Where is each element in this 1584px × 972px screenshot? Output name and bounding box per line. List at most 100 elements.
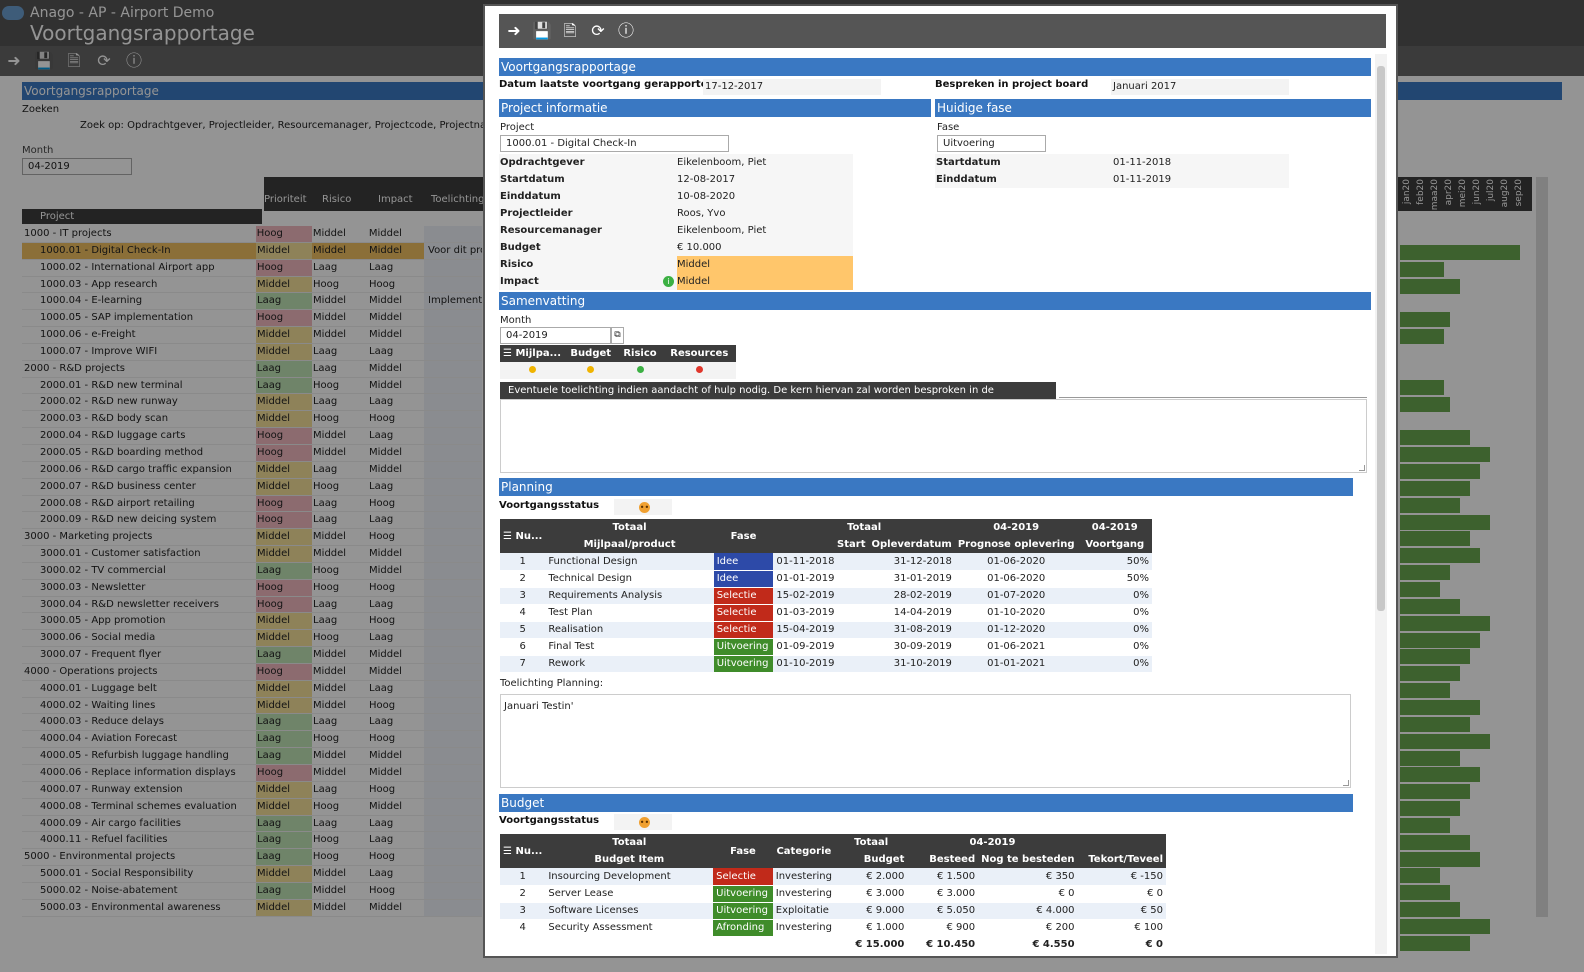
table-row[interactable]: 4 Security Assessment Afronding Invester…: [500, 919, 1166, 937]
help-icon[interactable]: ⓘ: [617, 21, 634, 40]
table-row[interactable]: 4000.11 - Refuel facilities Laag Hoog La…: [22, 832, 483, 850]
table-row[interactable]: 1000.06 - e-Freight Middel Middel Middel: [22, 327, 483, 344]
budget-head-budget[interactable]: Budget: [834, 851, 908, 868]
table-row[interactable]: 3000.05 - App promotion Middel Laag Hoog: [22, 613, 483, 631]
planning-note-textarea[interactable]: Januari Testin': [500, 694, 1351, 788]
table-row[interactable]: 5000.03 - Environmental awareness Middel…: [22, 899, 483, 917]
col-project[interactable]: Project: [22, 209, 262, 224]
planning-head-item[interactable]: Mijlpaal/product: [545, 536, 714, 553]
table-row[interactable]: 1000.04 - E-learning Laag Middel Middel …: [22, 293, 483, 311]
col-impact[interactable]: Impact: [378, 194, 413, 205]
resize-grip-icon[interactable]: [1343, 780, 1349, 786]
budget-head-nog[interactable]: Nog te besteden: [978, 851, 1078, 868]
budget-head-fase[interactable]: Fase: [713, 834, 773, 868]
back-icon[interactable]: ➜: [7, 51, 21, 70]
table-row[interactable]: 5000.01 - Social Responsibility Middel M…: [22, 866, 483, 883]
table-row[interactable]: 3000.06 - Social media Middel Hoog Laag: [22, 630, 483, 648]
budget-head-item[interactable]: Budget Item: [545, 851, 714, 868]
table-row[interactable]: 4000.03 - Reduce delays Laag Laag Laag: [22, 714, 483, 732]
table-row[interactable]: 2000.05 - R&D boarding method Hoog Midde…: [22, 444, 483, 462]
table-row[interactable]: 1000.05 - SAP implementation Hoog Middel…: [22, 310, 483, 328]
budget-head-besteed[interactable]: Besteed: [907, 851, 979, 868]
planning-head-fase[interactable]: Fase: [713, 519, 774, 553]
grid-scrollbar[interactable]: [1536, 177, 1548, 917]
export-icon[interactable]: 🗎: [67, 51, 81, 70]
budget-head-cat[interactable]: Categorie: [772, 834, 835, 868]
planning-head-start[interactable]: Start: [773, 536, 869, 553]
table-row[interactable]: 4000.01 - Luggage belt Middel Middel Laa…: [22, 680, 483, 698]
table-row[interactable]: 1000 - IT projects Hoog Middel Middel: [22, 226, 482, 243]
table-row[interactable]: 2 Technical Design Idee 01-01-2019 31-01…: [500, 570, 1152, 588]
calendar-icon[interactable]: ⧉: [611, 327, 624, 344]
table-row[interactable]: 2000.02 - R&D new runway Middel Laag Laa…: [22, 394, 483, 412]
table-row[interactable]: 5000 - Environmental projects Laag Hoog …: [22, 849, 482, 867]
note-cell: [424, 428, 483, 444]
table-row[interactable]: 7 Rework Uitvoering 01-10-2019 31-10-201…: [500, 655, 1152, 673]
back-icon[interactable]: ➜: [507, 21, 521, 40]
col-risico[interactable]: Risico: [322, 194, 352, 205]
table-row[interactable]: 3000.03 - Newsletter Hoog Hoog Hoog: [22, 579, 483, 597]
table-row[interactable]: 3000 - Marketing projects Middel Middel …: [22, 529, 482, 547]
table-row[interactable]: 3000.02 - TV commercial Laag Hoog Middel: [22, 562, 483, 580]
table-row[interactable]: 4000.05 - Refurbish luggage handling Laa…: [22, 748, 483, 765]
table-row[interactable]: 2000.01 - R&D new terminal Laag Hoog Mid…: [22, 377, 483, 395]
col-toelichting[interactable]: Toelichting: [431, 194, 485, 205]
table-row[interactable]: 4000.08 - Terminal schemes evaluation Mi…: [22, 798, 483, 816]
budget-head-tekort[interactable]: Tekort/Teveel: [1077, 851, 1166, 868]
table-row[interactable]: 4000.02 - Waiting lines Middel Middel Ho…: [22, 697, 483, 715]
table-row[interactable]: 4000.04 - Aviation Forecast Laag Hoog Ho…: [22, 731, 483, 749]
table-row[interactable]: 4000.06 - Replace information displays H…: [22, 765, 483, 782]
refresh-icon[interactable]: ⟳: [591, 21, 605, 40]
table-row[interactable]: 4000.09 - Air cargo facilities Laag Laag…: [22, 815, 483, 833]
project-select[interactable]: 1000.01 - Digital Check-In: [500, 135, 729, 152]
planning-head-voortgang[interactable]: Voortgang: [1077, 536, 1152, 553]
budget-head-nu[interactable]: ☰ Nu...: [500, 834, 546, 868]
resize-grip-icon[interactable]: [1359, 465, 1365, 471]
table-row[interactable]: 4 Test Plan Selectie 01-03-2019 14-04-20…: [500, 604, 1152, 622]
summary-head-budget[interactable]: Budget: [564, 345, 618, 362]
table-row[interactable]: 6 Final Test Uitvoering 01-09-2019 30-09…: [500, 638, 1152, 656]
table-row[interactable]: 2000.03 - R&D body scan Middel Hoog Hoog: [22, 411, 483, 429]
scrollbar-thumb[interactable]: [1377, 66, 1385, 611]
table-row[interactable]: 2000.04 - R&D luggage carts Hoog Middel …: [22, 428, 483, 445]
table-row[interactable]: 5000.02 - Noise-abatement Laag Middel Ho…: [22, 882, 483, 900]
table-row[interactable]: 1000.07 - Improve WIFI Middel Laag Laag: [22, 343, 483, 361]
table-row[interactable]: 1 Functional Design Idee 01-11-2018 31-1…: [500, 553, 1152, 571]
table-row[interactable]: 2 Server Lease Uitvoering Investering € …: [500, 885, 1166, 903]
table-row[interactable]: 3000.04 - R&D newsletter receivers Hoog …: [22, 596, 483, 614]
table-row[interactable]: 2000 - R&D projects Laag Laag Middel: [22, 360, 482, 378]
table-row[interactable]: 2000.07 - R&D business center Middel Hoo…: [22, 478, 483, 496]
table-row[interactable]: 2000.08 - R&D airport retailing Hoog Laa…: [22, 495, 483, 513]
table-row[interactable]: 1000.02 - International Airport app Hoog…: [22, 259, 483, 277]
month-input[interactable]: 04-2019: [22, 158, 132, 175]
table-row[interactable]: 1 Insourcing Development Selectie Invest…: [500, 868, 1166, 886]
table-row[interactable]: 1000.03 - App research Middel Hoog Hoog: [22, 276, 483, 294]
planning-head-prognose[interactable]: Prognose oplevering: [954, 536, 1078, 553]
save-icon[interactable]: 💾: [532, 21, 552, 40]
table-row[interactable]: 4000 - Operations projects Hoog Middel M…: [22, 663, 482, 681]
info-icon[interactable]: i: [663, 276, 674, 287]
table-row[interactable]: 3000.01 - Customer satisfaction Middel M…: [22, 546, 483, 563]
table-row[interactable]: 2000.09 - R&D new deicing system Hoog La…: [22, 512, 483, 530]
table-row[interactable]: 3 Software Licenses Uitvoering Exploitat…: [500, 902, 1166, 920]
table-row[interactable]: 1000.01 - Digital Check-In Middel Middel…: [22, 242, 483, 260]
table-row[interactable]: 3 Requirements Analysis Selectie 15-02-2…: [500, 587, 1152, 605]
refresh-icon[interactable]: ⟳: [97, 51, 111, 70]
export-icon[interactable]: 🗎: [563, 21, 577, 40]
help-icon[interactable]: ⓘ: [125, 51, 142, 70]
fase-select[interactable]: Uitvoering: [937, 135, 1046, 152]
planning-head-nu[interactable]: ☰ Nu...: [500, 519, 546, 553]
summary-month-input[interactable]: 04-2019: [500, 327, 611, 344]
table-row[interactable]: 5 Realisation Selectie 15-04-2019 31-08-…: [500, 621, 1152, 639]
summary-head-mijlpaal[interactable]: ☰ Mijlpa...: [500, 345, 564, 362]
table-row[interactable]: 2000.06 - R&D cargo traffic expansion Mi…: [22, 461, 483, 479]
planning-head-oplever[interactable]: Opleverdatum: [868, 536, 955, 553]
summary-head-resources[interactable]: Resources: [662, 345, 736, 362]
table-row[interactable]: 4000.07 - Runway extension Middel Laag H…: [22, 781, 483, 799]
summary-textarea[interactable]: [500, 399, 1367, 473]
summary-head-risico[interactable]: Risico: [617, 345, 663, 362]
col-prioriteit[interactable]: Prioriteit: [264, 194, 307, 205]
table-row[interactable]: 3000.07 - Frequent flyer Laag Middel Mid…: [22, 647, 483, 664]
dialog-scrollbar[interactable]: [1375, 54, 1387, 954]
save-icon[interactable]: 💾: [34, 51, 54, 70]
